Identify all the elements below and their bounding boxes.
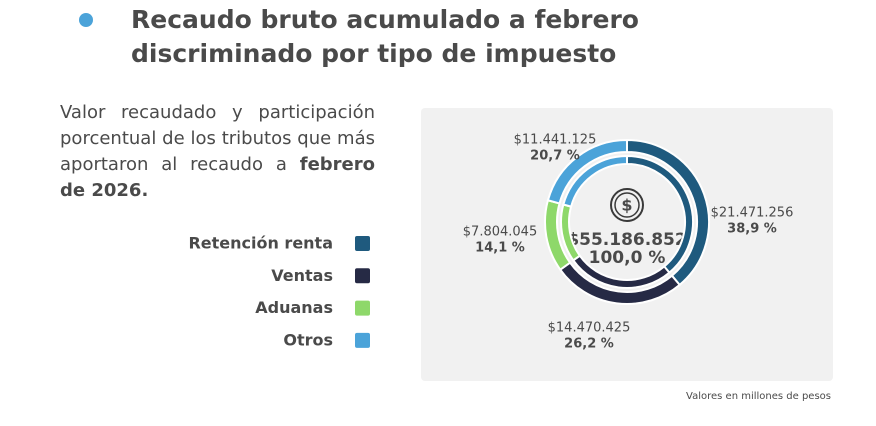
money-icon <box>614 192 640 218</box>
note: Valores en millones de pesos <box>686 391 831 402</box>
value-label: $11.441.125 <box>514 133 597 148</box>
description: Valor recaudado y participación porcentu… <box>60 100 375 204</box>
slice-outer <box>546 138 628 205</box>
legend-label: Otros <box>283 330 333 349</box>
money-icon <box>610 188 644 222</box>
description-box: Valor recaudado y participación porcentu… <box>60 100 375 204</box>
percentage-label: 26,2 % <box>564 337 614 352</box>
money-icon: $ <box>621 196 632 215</box>
slice-inner <box>562 154 628 208</box>
title: Recaudo bruto acumulado a febrero <box>131 5 639 34</box>
value-label: $21.471.256 <box>711 206 794 221</box>
legend-swatch <box>355 332 370 348</box>
bullet <box>79 13 93 27</box>
chart-panel <box>421 108 833 381</box>
description-bold: febrero de 2026. <box>60 154 375 201</box>
legend-label: Aduanas <box>255 298 333 317</box>
percentage-label: 20,7 % <box>530 149 580 164</box>
legend-swatch <box>355 268 370 284</box>
total-share: 100,0 % <box>589 248 666 268</box>
legend-swatch <box>355 300 370 316</box>
percentage-label: 14,1 % <box>475 241 525 256</box>
percentage-label: 38,9 % <box>727 222 777 237</box>
description-text: Valor recaudado y participación porcentu… <box>60 102 375 175</box>
legend-swatch <box>355 236 370 251</box>
title: discriminado por tipo de impuesto <box>131 39 616 68</box>
legend-label: Retención renta <box>188 234 333 253</box>
value-label: $14.470.425 <box>548 321 631 336</box>
total: $55.186.852 <box>567 230 686 250</box>
value-label: $7.804.045 <box>463 225 537 240</box>
legend-label: Ventas <box>271 266 333 285</box>
